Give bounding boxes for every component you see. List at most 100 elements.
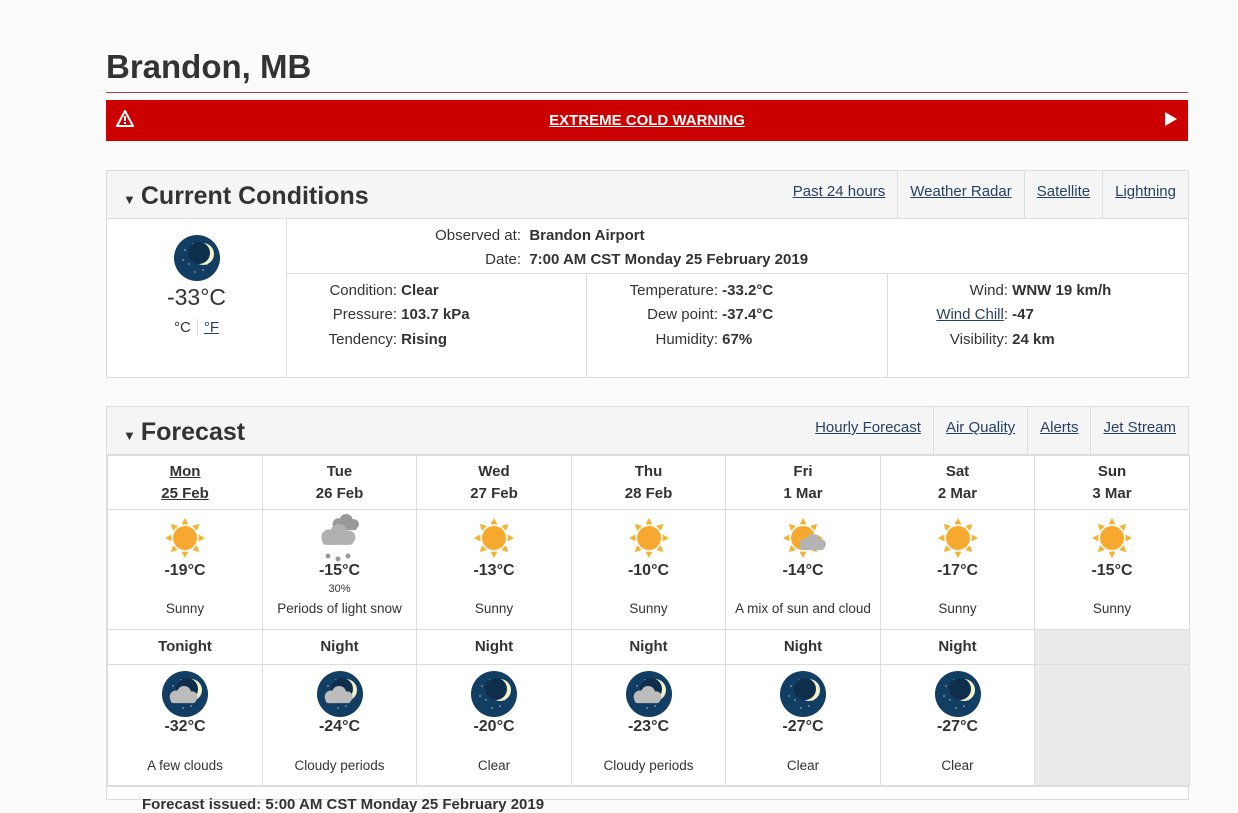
day-high-temp: -10°C (627, 562, 670, 579)
fahrenheit-link[interactable]: °F (203, 319, 219, 336)
night-low-temp: -24°C (318, 718, 361, 735)
day-date: 25 Feb (161, 485, 209, 502)
forecast-night-header: Night (416, 629, 572, 666)
night-summary: Clear (786, 758, 820, 773)
night-low-temp: -20°C (473, 718, 515, 735)
observed-value: Brandon Airport (529, 227, 645, 244)
day-date: 1 Mar (783, 485, 823, 502)
alerts-link[interactable]: Alerts (1027, 407, 1090, 454)
humidity-value: 67% (722, 331, 753, 348)
date-value: 7:00 AM CST Monday 25 February 2019 (529, 251, 809, 268)
wind-chill-link[interactable]: Wind Chill (936, 306, 1004, 323)
forecast-day-header: Fri 1 Mar (725, 455, 881, 511)
moon-icon (934, 670, 982, 718)
day-high-temp: -15°C (318, 562, 361, 579)
forecast-day-cell: -15°C 30% Periods of light snow (262, 509, 417, 631)
day-date: 3 Mar (1092, 485, 1132, 502)
day-summary: Sunny (474, 601, 514, 616)
forecast-day-cell: -17°C Sunny (880, 509, 1035, 631)
sun-icon (625, 514, 673, 562)
precip-chance (726, 583, 880, 597)
moon-icon (779, 670, 827, 718)
forecast-night-header: Night (725, 629, 881, 666)
day-date: 27 Feb (470, 485, 518, 502)
day-high-temp: -19°C (164, 562, 206, 579)
day-high-temp: -17°C (936, 562, 979, 579)
day-name: Fri (793, 463, 813, 480)
tendency-label: Tendency: (328, 331, 397, 348)
day-summary: Sunny (165, 601, 205, 616)
dewpoint-value: -37.4°C (722, 306, 774, 323)
forecast-issued: Forecast issued: 5:00 AM CST Monday 25 F… (107, 786, 1188, 813)
precip-chance: 30% (328, 583, 351, 595)
precip-chance (417, 583, 571, 597)
wind-chill-value: -47 (1012, 306, 1034, 323)
weather-radar-link[interactable]: Weather Radar (897, 171, 1023, 218)
visibility-value: 24 km (1012, 331, 1055, 348)
satellite-link[interactable]: Satellite (1023, 171, 1102, 218)
warning-banner[interactable]: EXTREME COLD WARNING (106, 100, 1188, 141)
current-conditions-heading: Current Conditions (140, 182, 369, 210)
sun-icon (470, 514, 518, 562)
night-low-temp: -27°C (936, 718, 979, 735)
night-label: Night (938, 638, 977, 655)
forecast-day-header: Sat 2 Mar (880, 455, 1035, 511)
sun-icon (1088, 514, 1136, 562)
wind-label: Wind: (969, 282, 1008, 299)
observed-label: Observed at: (435, 227, 521, 244)
day-summary: Sunny (1092, 601, 1132, 616)
forecast-night-cell: -27°C Clear (725, 664, 881, 786)
forecast-day-header: Sun 3 Mar (1034, 455, 1190, 511)
moon-icon (470, 670, 518, 718)
day-date: 28 Feb (624, 485, 673, 502)
past-24-hours-link[interactable]: Past 24 hours (792, 183, 886, 200)
day-high-temp: -13°C (473, 562, 515, 579)
forecast-night-cell: -20°C Clear (416, 664, 572, 786)
play-arrow-icon[interactable] (1165, 112, 1177, 126)
collapse-triangle-icon[interactable]: ▼ (123, 428, 136, 443)
night-label: Night (629, 638, 668, 655)
sun-cloud-icon (779, 514, 827, 562)
day-date: 26 Feb (315, 485, 364, 502)
temperature-label: Temperature: (629, 282, 718, 299)
night-label: Night (320, 638, 359, 655)
tendency-value: Rising (401, 331, 448, 348)
moon-cloud-icon (625, 670, 673, 718)
night-low-temp: -23°C (627, 718, 670, 735)
precip-chance (108, 583, 262, 597)
night-label: Night (783, 638, 823, 655)
forecast-heading: Forecast (140, 418, 246, 446)
day-date: 2 Mar (937, 485, 978, 502)
forecast-night-header: Night (880, 629, 1035, 666)
precip-chance (1035, 583, 1189, 597)
current-temperature: -33°C (166, 284, 227, 310)
night-summary: Clear (941, 758, 974, 773)
condition-value: Clear (401, 282, 439, 299)
forecast-day-cell: -15°C Sunny (1034, 509, 1190, 631)
hourly-forecast-link[interactable]: Hourly Forecast (815, 419, 921, 436)
forecast-night-header: Night (262, 629, 417, 666)
moon-cloud-icon (161, 670, 209, 718)
forecast-day-cell: -19°C Sunny (107, 509, 263, 631)
date-label: Date: (485, 251, 521, 268)
lightning-link[interactable]: Lightning (1102, 171, 1188, 218)
forecast-night-cell: -24°C Cloudy periods (262, 664, 417, 786)
divider (106, 92, 1188, 93)
air-quality-link[interactable]: Air Quality (932, 407, 1027, 454)
warning-link[interactable]: EXTREME COLD WARNING (549, 112, 745, 129)
forecast-day-cell: -13°C Sunny (416, 509, 572, 631)
condition-label: Condition: (329, 282, 397, 299)
snow-icon (316, 514, 364, 562)
forecast-day-header: Wed 27 Feb (416, 455, 572, 511)
pressure-label: Pressure: (332, 306, 397, 323)
day-high-temp: -15°C (1091, 562, 1133, 579)
warning-icon (115, 108, 135, 132)
dewpoint-label: Dew point: (647, 306, 718, 323)
jet-stream-link[interactable]: Jet Stream (1090, 407, 1188, 454)
page-title: Brandon, MB (106, 48, 312, 85)
moon-cloud-icon (316, 670, 364, 718)
day-summary: Periods of light snow (277, 601, 402, 616)
sun-icon (934, 514, 982, 562)
day-name: Thu (634, 463, 663, 480)
collapse-triangle-icon[interactable]: ▼ (123, 192, 136, 207)
